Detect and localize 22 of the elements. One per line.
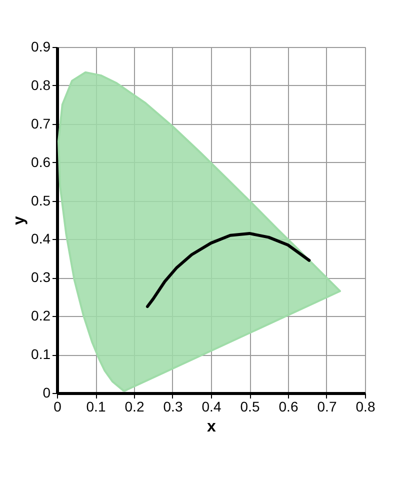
x-tick-label: 0.7 bbox=[317, 398, 337, 414]
x-tick-label: 0.1 bbox=[86, 398, 106, 414]
x-tick-label: 0.8 bbox=[356, 398, 376, 414]
x-tick-label: 0.3 bbox=[163, 398, 183, 414]
y-tick-label: 0.1 bbox=[31, 346, 51, 362]
y-tick-label: 0.3 bbox=[31, 269, 51, 286]
y-tick-label: 0.2 bbox=[31, 308, 51, 324]
x-tick-label: 0 bbox=[54, 398, 62, 414]
y-tick-label: 0.6 bbox=[31, 154, 51, 170]
x-tick-label: 0.2 bbox=[124, 398, 144, 414]
y-tick-label: 0.4 bbox=[31, 230, 51, 247]
x-tick-label: 0.5 bbox=[240, 398, 260, 414]
y-tick-label: 0.5 bbox=[31, 192, 51, 208]
x-axis-title: x bbox=[207, 418, 216, 436]
y-tick-label: 0 bbox=[42, 384, 51, 400]
y-tick-label: 0.7 bbox=[31, 115, 51, 132]
x-tick-label: 0.4 bbox=[202, 398, 222, 414]
y-tick-label: 0.9 bbox=[31, 38, 51, 54]
x-tick-label: 0.6 bbox=[278, 398, 298, 414]
y-tick-label: 0.8 bbox=[31, 76, 51, 93]
y-axis-title: y bbox=[11, 216, 28, 225]
line-series bbox=[146, 232, 311, 308]
